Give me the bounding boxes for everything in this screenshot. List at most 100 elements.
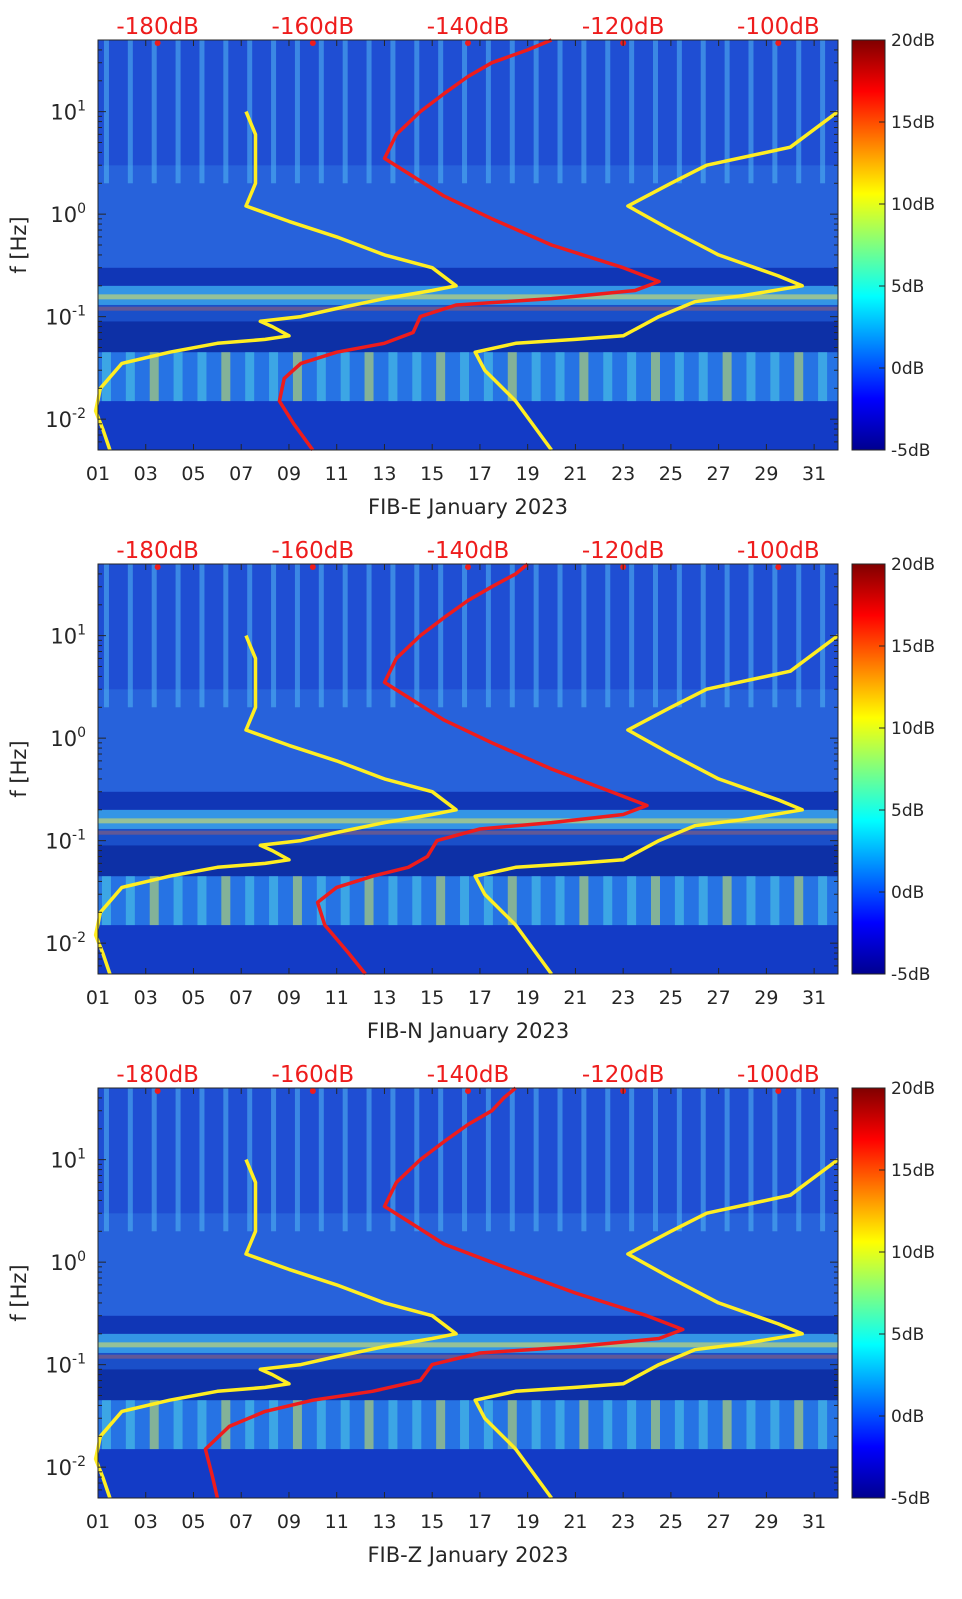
spectrogram-streak [674, 876, 684, 926]
spectrogram-streak [579, 1400, 589, 1450]
top-axis-marker [465, 564, 471, 570]
spectrogram-streak [772, 564, 778, 708]
spectrogram-streak [507, 352, 517, 402]
top-axis-marker [154, 564, 161, 570]
spectrogram-streak [271, 564, 277, 708]
colorbar-tick-label: 20dB [891, 555, 935, 575]
panel-2: -180dB -160dB -140dB -120dB -100dB 01 03 05 07 09… [7, 538, 935, 1043]
top-axis-marker [775, 40, 782, 46]
spectrogram-streak [772, 1088, 778, 1232]
spectrogram-streak [316, 352, 326, 402]
spectrogram-streak [390, 564, 396, 708]
spectrogram-streak [627, 876, 637, 926]
spectrogram-streak [342, 1088, 348, 1232]
spectrogram-streak [818, 876, 828, 926]
x-tick-label: 09 [277, 1511, 301, 1533]
spectrogram-streak [221, 1400, 231, 1450]
spectrogram-streak [340, 352, 350, 402]
spectrogram-streak [700, 1088, 706, 1232]
spectrogram-band [98, 845, 838, 877]
spectrogram-streak [770, 352, 780, 402]
x-tick-label: 15 [420, 987, 444, 1009]
colorbar-tick-label: 5dB [891, 801, 924, 821]
noise-model-low-line [93, 1158, 458, 1499]
spectrogram-streak [223, 564, 229, 708]
spectrogram-streak [390, 1088, 396, 1232]
spectrogram-streak [820, 40, 826, 184]
colorbar-tick-label: 5dB [891, 277, 924, 297]
x-tick-label: 27 [707, 1511, 731, 1533]
spectrogram-streak [676, 40, 682, 184]
spectrogram-band [98, 1088, 838, 1214]
spectrogram-streak [555, 1400, 565, 1450]
top-axis-marker [465, 40, 471, 46]
spectrogram-streak [364, 352, 374, 402]
spectrogram-streak [271, 1088, 277, 1232]
colorbar-tick-label: 0dB [891, 359, 924, 379]
colorbar-tick-label: -5dB [891, 1489, 930, 1509]
top-axis-label: -140dB [427, 1062, 510, 1088]
spectrogram-streak [223, 40, 229, 184]
top-axis-label: -180dB [116, 14, 199, 40]
spectrogram-streak [103, 40, 109, 184]
colorbar [851, 1087, 886, 1499]
spectrogram-streak [722, 352, 732, 402]
spectrogram-streak [698, 1400, 708, 1450]
spectrogram-streak [294, 1088, 300, 1232]
spectrogram-streak [507, 1400, 517, 1450]
spectrogram-streak [698, 352, 708, 402]
spectrogram-streak [414, 1088, 420, 1232]
spectrogram-streak [603, 876, 613, 926]
spectrogram-streak [676, 564, 682, 708]
station-psd-line [277, 38, 661, 452]
top-axis-marker [309, 1088, 316, 1094]
spectrogram-streak [366, 564, 372, 708]
x-tick-label: 03 [134, 987, 158, 1009]
x-tick-label: 29 [754, 463, 778, 485]
colorbar-tick-label: -5dB [891, 965, 930, 985]
y-tick-label: 10-2 [45, 930, 86, 956]
spectrogram-streak [125, 1400, 135, 1450]
colorbar [851, 563, 886, 975]
spectrogram-streak [555, 876, 565, 926]
x-tick-label: 05 [181, 1511, 205, 1533]
spectrogram-streak [125, 876, 135, 926]
spectrogram-band [98, 791, 838, 810]
spectrogram-streak [388, 1400, 398, 1450]
x-tick-label: 21 [563, 1511, 587, 1533]
spectrogram-streak [746, 876, 756, 926]
station-psd-line [315, 562, 649, 976]
x-tick-label: 23 [611, 463, 635, 485]
spectrogram-streak [127, 1088, 133, 1232]
y-tick-label: 101 [50, 99, 86, 125]
spectrogram-streak [724, 40, 730, 184]
spectrogram-streak [820, 1088, 826, 1232]
colorbar-tick-label: 15dB [891, 113, 935, 133]
colorbar-tick-label: 20dB [891, 1079, 935, 1099]
spectrogram-streak [557, 1088, 563, 1232]
spectrogram-streak [603, 352, 613, 402]
noise-model-low-line [93, 634, 458, 975]
spectrogram-streak [149, 876, 159, 926]
spectrogram-streak [700, 40, 706, 184]
spectrogram-streak [199, 564, 205, 708]
spectrogram-streak [388, 352, 398, 402]
spectrogram-streak [318, 1088, 324, 1232]
spectrogram-streak [438, 564, 444, 708]
y-tick-label: 10-1 [45, 1352, 86, 1378]
spectrogram-streak [245, 876, 255, 926]
x-tick-label: 07 [229, 987, 253, 1009]
spectrogram-band [98, 925, 838, 974]
x-tick-label: 25 [659, 463, 683, 485]
spectrogram-streak [483, 352, 493, 402]
x-tick-label: 09 [277, 987, 301, 1009]
spectrogram-streak [794, 1400, 804, 1450]
spectrogram-streak [724, 564, 730, 708]
spectrogram-streak [462, 1088, 468, 1232]
spectrogram-streak [199, 1088, 205, 1232]
spectrogram-streak [342, 564, 348, 708]
spectrogram-streak [507, 876, 517, 926]
noise-model-high-line [473, 634, 840, 976]
spectrogram-streak [698, 876, 708, 926]
x-tick-label: 07 [229, 463, 253, 485]
